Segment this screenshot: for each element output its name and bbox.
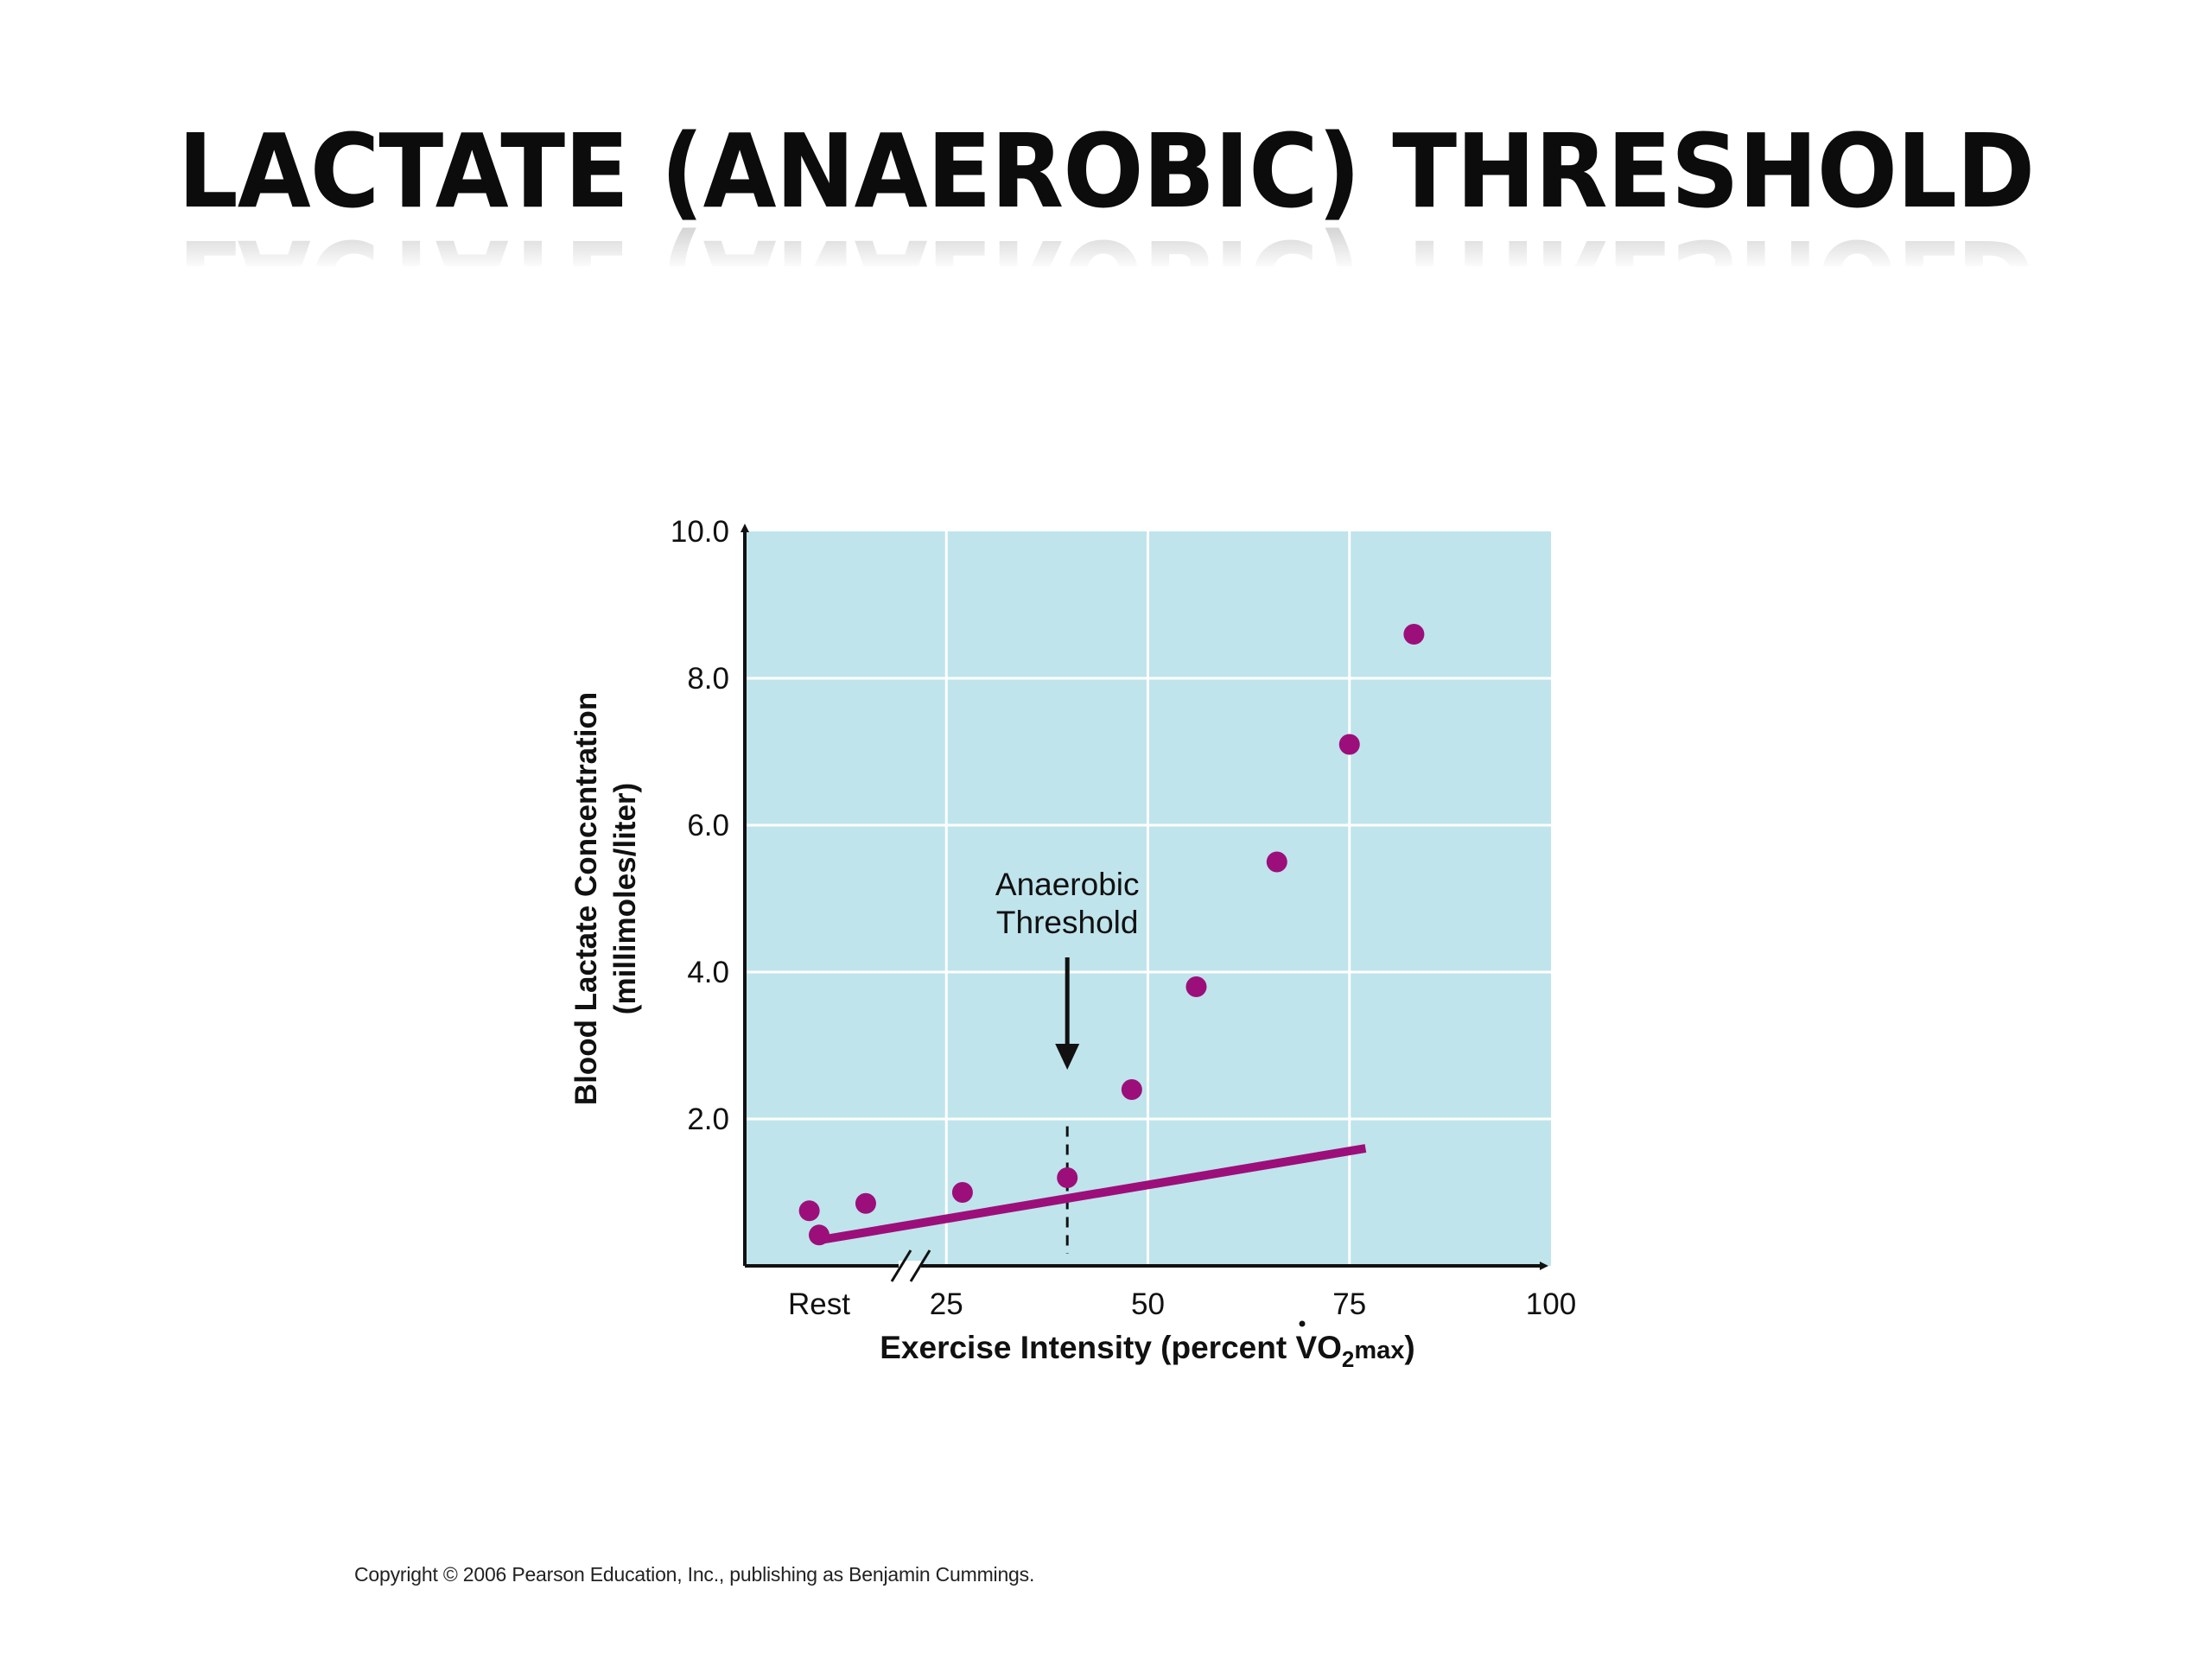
y-tick-label: 6.0	[687, 809, 729, 842]
y-axis-title-line2: (millimoles/liter)	[608, 783, 642, 1014]
axis-break-mark	[909, 1249, 931, 1282]
y-tick-label: 2.0	[687, 1103, 729, 1136]
data-point	[1057, 1167, 1078, 1188]
data-point	[1403, 624, 1425, 645]
y-tick-label: 10.0	[671, 515, 729, 549]
x-axis-title-v: V	[1295, 1330, 1317, 1365]
grid	[745, 531, 1551, 1266]
threshold-label: Anaerobic	[995, 867, 1140, 902]
y-tick-label: 8.0	[687, 662, 729, 696]
data-point	[951, 1182, 973, 1203]
data-point	[1121, 1079, 1142, 1100]
x-tick-label: 100	[1526, 1287, 1576, 1321]
y-axis-title-line1: Blood Lactate Concentration	[569, 692, 603, 1105]
axis-break-mark	[890, 1249, 912, 1282]
tick-labels: 2.0 4.0 6.0 8.0 10.0 Rest 25 50 75 100	[671, 515, 1576, 1321]
threshold-label: Threshold	[996, 905, 1139, 940]
data-point	[809, 1224, 830, 1246]
x-tick-label: Rest	[788, 1287, 850, 1321]
x-axis-title-main: Exercise Intensity (percent	[880, 1330, 1295, 1365]
x-axis-title: Exercise Intensity (percent VO2max)	[880, 1330, 1415, 1372]
x-tick-label: 25	[930, 1287, 963, 1321]
slide-title: LACTATE (ANAEROBIC) THRESHOLD	[177, 111, 2035, 231]
copyright-notice: Copyright © 2006 Pearson Education, Inc.…	[354, 1563, 1035, 1586]
data-point	[798, 1200, 820, 1222]
data-point	[855, 1192, 876, 1214]
x-axis-title-close: )	[1404, 1330, 1414, 1365]
v-dot-accent	[1299, 1320, 1306, 1327]
axis-labels: Blood Lactate Concentration (millimoles/l…	[569, 692, 1415, 1372]
data-point	[1266, 851, 1287, 873]
data-point	[1185, 976, 1207, 997]
axes	[741, 524, 1548, 1282]
x-tick-label: 75	[1332, 1287, 1366, 1321]
data-point	[1338, 734, 1360, 755]
trend-line	[818, 1144, 1367, 1245]
x-axis-title-subscript: 2	[1342, 1346, 1354, 1372]
threshold-arrow-head	[1055, 1044, 1080, 1070]
x-axis-title-o: O	[1317, 1330, 1342, 1365]
y-tick-label: 4.0	[687, 956, 729, 989]
x-tick-label: 50	[1131, 1287, 1165, 1321]
x-axis-title-suffix: max	[1354, 1337, 1404, 1364]
